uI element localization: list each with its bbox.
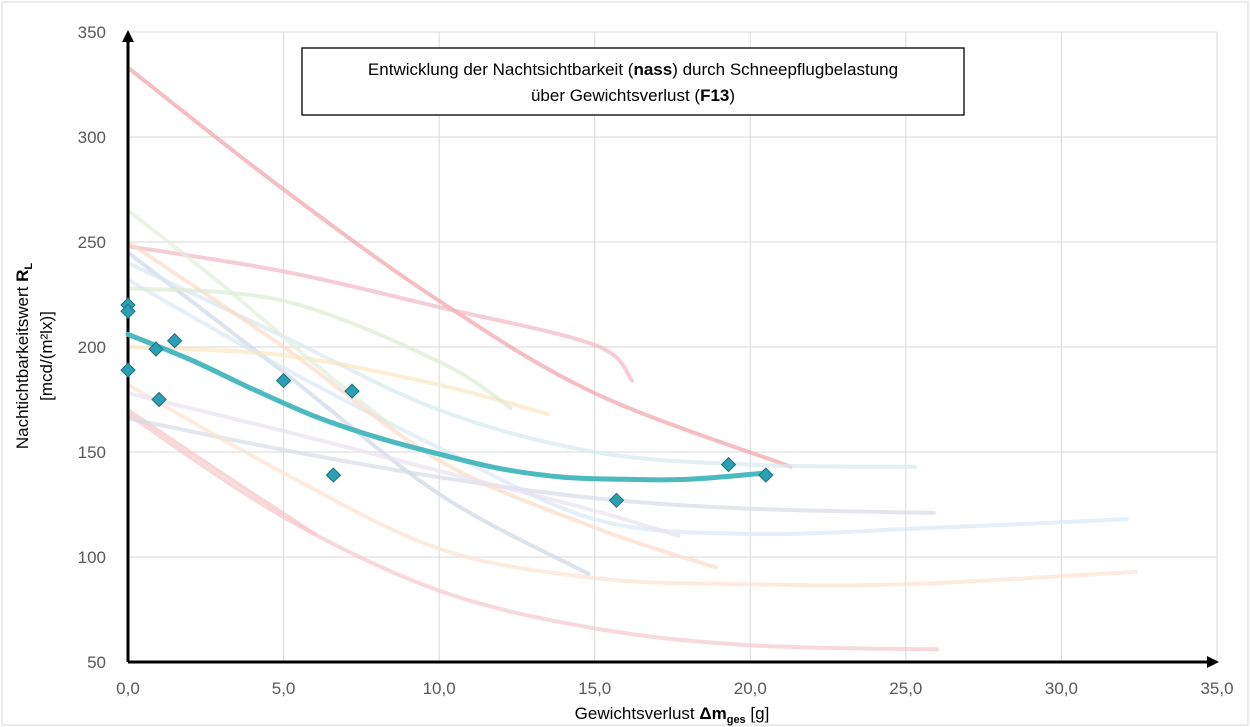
y-tick-label: 350: [78, 23, 106, 42]
chart-title-line2: über Gewichtsverlust (F13): [531, 86, 735, 105]
y-tick-label: 250: [78, 233, 106, 252]
data-point: [275, 372, 292, 389]
background-series-line: [126, 208, 395, 429]
data-point: [325, 467, 342, 483]
background-series-line: [126, 286, 513, 410]
data-point: [344, 383, 360, 399]
data-point: [608, 492, 625, 509]
x-tick-label: 10,0: [423, 679, 456, 698]
y-axis-arrow: [122, 30, 134, 42]
y-tick-label: 50: [87, 653, 106, 672]
title-line2-bold: F13: [700, 86, 729, 105]
chart-title-line1: Entwicklung der Nachtsichtbarkeit (nass)…: [368, 60, 898, 79]
chart-title-box: Entwicklung der Nachtsichtbarkeit (nass)…: [301, 47, 965, 116]
title-border: [301, 47, 965, 116]
data-point: [148, 341, 164, 357]
data-points: [120, 297, 774, 509]
background-series-line: [126, 408, 317, 536]
x-axis-title: Gewichtsverlust Δmges [g]: [575, 704, 770, 726]
data-point: [166, 332, 183, 349]
y-tick-label: 300: [78, 128, 106, 147]
background-series-line: [126, 277, 1129, 537]
title-line1-bold: nass: [633, 60, 672, 79]
trend-curve: [125, 331, 769, 483]
y-axis-title-line1: Nachtichtbarkeitswert RL: [13, 263, 35, 450]
x-tick-label: 25,0: [889, 679, 922, 698]
y-axis-title: Nachtichtbarkeitswert RL [mcd/(m²lx)]: [13, 263, 56, 450]
background-series-line: [126, 391, 681, 538]
y-axis-title-line2: [mcd/(m²lx)]: [37, 311, 56, 401]
title-line1-post: ) durch Schneepflugbelastung: [672, 60, 898, 79]
ylabel-pre: Nachtichtbarkeitswert: [13, 282, 32, 449]
y-tick-label: 100: [78, 548, 106, 567]
background-series-line: [126, 240, 719, 570]
data-point: [758, 467, 774, 483]
background-series-line: [126, 244, 635, 383]
x-tick-label: 35,0: [1200, 679, 1233, 698]
data-point: [120, 362, 136, 378]
x-tick-label: 5,0: [272, 679, 296, 698]
x-tick-label: 20,0: [734, 679, 767, 698]
xlabel-post: [g]: [746, 704, 770, 723]
x-axis-arrow: [1207, 656, 1219, 668]
y-tick-label: 200: [78, 338, 106, 357]
x-tick-label: 0,0: [116, 679, 140, 698]
x-tick-label: 15,0: [578, 679, 611, 698]
data-point: [720, 456, 737, 473]
background-series-layer: [126, 65, 1139, 652]
background-series-line: [126, 412, 939, 652]
background-series-line: [126, 65, 793, 469]
tick-labels: 0,0 5,0 10,0 15,0 20,0 25,0 30,0 35,0 50 100 150 20…: [78, 23, 1234, 698]
ylabel-sub: L: [23, 263, 35, 270]
data-point: [151, 391, 167, 408]
background-series-line: [126, 261, 918, 469]
background-series-line: [126, 382, 1139, 588]
xlabel-bold: Δm: [699, 704, 726, 723]
ylabel-bold: R: [13, 270, 32, 282]
title-line2-post: ): [729, 86, 735, 105]
data-point: [120, 303, 136, 320]
axis-layer: [122, 30, 1219, 668]
xlabel-pre: Gewichtsverlust: [575, 704, 700, 723]
title-line1-pre: Entwicklung der Nachtsichtbarkeit (: [368, 60, 634, 79]
y-tick-label: 150: [78, 443, 106, 462]
background-series-line: [126, 250, 591, 576]
xlabel-sub: ges: [727, 714, 746, 726]
title-line2-pre: über Gewichtsverlust (: [531, 86, 700, 105]
fit-layer: [125, 331, 769, 483]
x-tick-label: 30,0: [1045, 679, 1078, 698]
